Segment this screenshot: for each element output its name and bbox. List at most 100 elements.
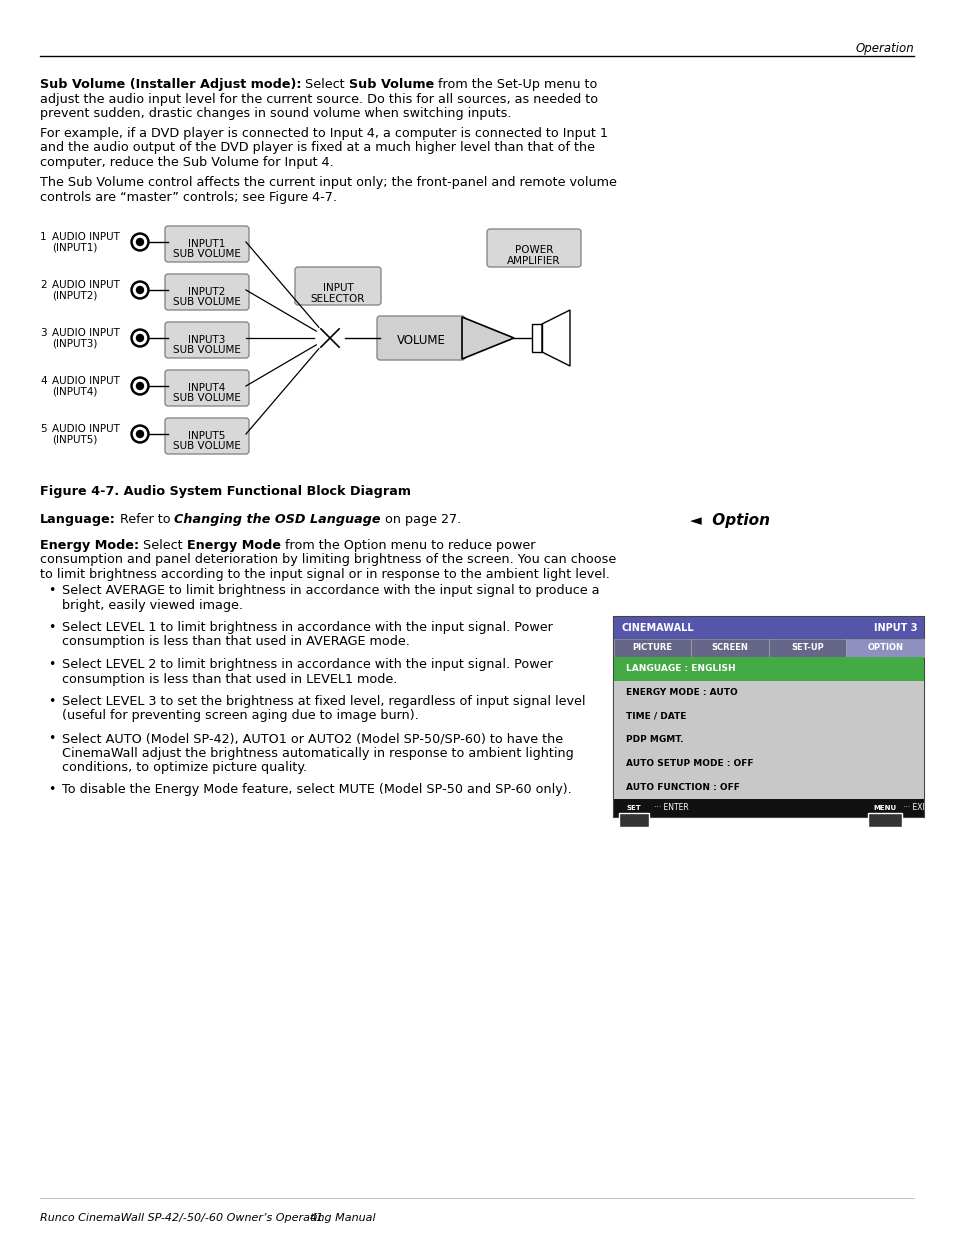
Text: ◄  Option: ◄ Option [689, 513, 769, 529]
Text: The Sub Volume control affects the current input only; the front-panel and remot: The Sub Volume control affects the curre… [40, 177, 617, 189]
Text: SUB VOLUME: SUB VOLUME [172, 393, 241, 403]
Bar [614, 799, 923, 818]
Text: 2: 2 [40, 280, 47, 290]
Text: 3: 3 [40, 329, 47, 338]
Text: bright, easily viewed image.: bright, easily viewed image. [62, 599, 243, 611]
Text: INPUT4: INPUT4 [188, 383, 226, 393]
Text: CINEMAWALL: CINEMAWALL [621, 622, 694, 634]
Text: SUB VOLUME: SUB VOLUME [172, 249, 241, 259]
Text: 5: 5 [40, 424, 47, 433]
Text: (INPUT2): (INPUT2) [52, 291, 97, 301]
Text: AUDIO INPUT: AUDIO INPUT [52, 424, 120, 433]
Bar [532, 324, 541, 352]
Text: Select: Select [139, 538, 187, 552]
Circle shape [136, 383, 143, 389]
Text: (INPUT1): (INPUT1) [52, 243, 97, 253]
Text: computer, reduce the Sub Volume for Input 4.: computer, reduce the Sub Volume for Inpu… [40, 156, 334, 169]
Text: INPUT2: INPUT2 [188, 287, 226, 296]
Circle shape [136, 238, 143, 246]
Circle shape [136, 431, 143, 437]
Text: Operation: Operation [854, 42, 913, 56]
Text: PDP MGMT.: PDP MGMT. [625, 735, 682, 745]
Text: ENERGY MODE : AUTO: ENERGY MODE : AUTO [625, 688, 737, 697]
Circle shape [133, 379, 147, 393]
Text: adjust the audio input level for the current source. Do this for all sources, as: adjust the audio input level for the cur… [40, 93, 598, 105]
Text: SET-UP: SET-UP [791, 643, 823, 652]
Text: To disable the Energy Mode feature, select MUTE (Model SP-50 and SP-60 only).: To disable the Energy Mode feature, sele… [62, 783, 571, 797]
Text: •: • [48, 584, 55, 597]
Text: TIME / DATE: TIME / DATE [625, 711, 685, 721]
Text: SUB VOLUME: SUB VOLUME [172, 296, 241, 308]
Circle shape [133, 331, 147, 345]
Text: consumption is less than that used in AVERAGE mode.: consumption is less than that used in AV… [62, 636, 410, 648]
Polygon shape [461, 317, 514, 359]
Text: MENU: MENU [873, 805, 896, 811]
Text: AUTO FUNCTION : OFF: AUTO FUNCTION : OFF [625, 783, 740, 792]
Text: AUTO SETUP MODE : OFF: AUTO SETUP MODE : OFF [625, 760, 753, 768]
FancyBboxPatch shape [165, 370, 249, 406]
Text: (INPUT3): (INPUT3) [52, 338, 97, 350]
Text: POWER: POWER [515, 245, 553, 254]
FancyBboxPatch shape [867, 813, 901, 827]
FancyBboxPatch shape [165, 274, 249, 310]
Circle shape [136, 335, 143, 342]
FancyBboxPatch shape [376, 316, 464, 359]
FancyBboxPatch shape [486, 228, 580, 267]
Text: AUDIO INPUT: AUDIO INPUT [52, 329, 120, 338]
Text: •: • [48, 732, 55, 745]
Text: •: • [48, 695, 55, 708]
Circle shape [131, 282, 149, 299]
Text: INPUT1: INPUT1 [188, 240, 226, 249]
Text: (useful for preventing screen aging due to image burn).: (useful for preventing screen aging due … [62, 709, 418, 722]
FancyBboxPatch shape [165, 226, 249, 262]
Text: Select LEVEL 2 to limit brightness in accordance with the input signal. Power: Select LEVEL 2 to limit brightness in ac… [62, 658, 552, 671]
Text: PICTURE: PICTURE [632, 643, 672, 652]
Text: Select AVERAGE to limit brightness in accordance with the input signal to produc: Select AVERAGE to limit brightness in ac… [62, 584, 598, 597]
Text: •: • [48, 658, 55, 671]
Text: Sub Volume (Installer Adjust mode):: Sub Volume (Installer Adjust mode): [40, 78, 301, 91]
Text: from the Set-Up menu to: from the Set-Up menu to [434, 78, 598, 91]
Bar [614, 618, 923, 818]
Text: SET: SET [626, 805, 640, 811]
Circle shape [131, 233, 149, 251]
Text: •: • [48, 783, 55, 797]
Text: VOLUME: VOLUME [396, 333, 445, 347]
Text: Runco CinemaWall SP-42/-50/-60 Owner’s Operating Manual: Runco CinemaWall SP-42/-50/-60 Owner’s O… [40, 1213, 375, 1223]
Text: consumption and panel deterioration by limiting brightness of the screen. You ca: consumption and panel deterioration by l… [40, 553, 616, 567]
Text: to limit brightness according to the input signal or in response to the ambient : to limit brightness according to the inp… [40, 568, 609, 580]
Text: LANGUAGE : ENGLISH: LANGUAGE : ENGLISH [625, 664, 735, 673]
Text: SUB VOLUME: SUB VOLUME [172, 441, 241, 451]
Text: CinemaWall adjust the brightness automatically in response to ambient lighting: CinemaWall adjust the brightness automat… [62, 746, 573, 760]
Text: Energy Mode: Energy Mode [187, 538, 280, 552]
Circle shape [131, 425, 149, 443]
Text: conditions, to optimize picture quality.: conditions, to optimize picture quality. [62, 761, 307, 774]
Text: Figure 4-7. Audio System Functional Block Diagram: Figure 4-7. Audio System Functional Bloc… [40, 485, 411, 498]
FancyBboxPatch shape [165, 322, 249, 358]
Text: SELECTOR: SELECTOR [311, 294, 365, 304]
Text: AUDIO INPUT: AUDIO INPUT [52, 280, 120, 290]
FancyBboxPatch shape [618, 813, 648, 827]
FancyBboxPatch shape [165, 417, 249, 454]
Bar [768, 638, 845, 657]
Text: Select LEVEL 3 to set the brightness at fixed level, regardless of input signal : Select LEVEL 3 to set the brightness at … [62, 695, 585, 708]
Text: AUDIO INPUT: AUDIO INPUT [52, 375, 120, 387]
Text: Select AUTO (Model SP-42), AUTO1 or AUTO2 (Model SP-50/SP-60) to have the: Select AUTO (Model SP-42), AUTO1 or AUTO… [62, 732, 562, 745]
Circle shape [131, 377, 149, 395]
Text: INPUT: INPUT [322, 283, 353, 293]
Bar [614, 657, 923, 799]
Bar [691, 638, 768, 657]
Bar [614, 657, 923, 680]
Text: For example, if a DVD player is connected to Input 4, a computer is connected to: For example, if a DVD player is connecte… [40, 127, 607, 140]
Text: Refer to: Refer to [115, 513, 174, 526]
Text: Language:: Language: [40, 513, 115, 526]
Bar [845, 638, 923, 657]
Text: controls are “master” controls; see Figure 4-7.: controls are “master” controls; see Figu… [40, 190, 336, 204]
Text: and the audio output of the DVD player is fixed at a much higher level than that: and the audio output of the DVD player i… [40, 142, 595, 154]
FancyBboxPatch shape [294, 267, 380, 305]
Text: (INPUT4): (INPUT4) [52, 387, 97, 396]
Text: from the Option menu to reduce power: from the Option menu to reduce power [280, 538, 535, 552]
Text: SCREEN: SCREEN [711, 643, 748, 652]
Text: AUDIO INPUT: AUDIO INPUT [52, 232, 120, 242]
Text: prevent sudden, drastic changes in sound volume when switching inputs.: prevent sudden, drastic changes in sound… [40, 107, 511, 120]
Circle shape [133, 427, 147, 441]
